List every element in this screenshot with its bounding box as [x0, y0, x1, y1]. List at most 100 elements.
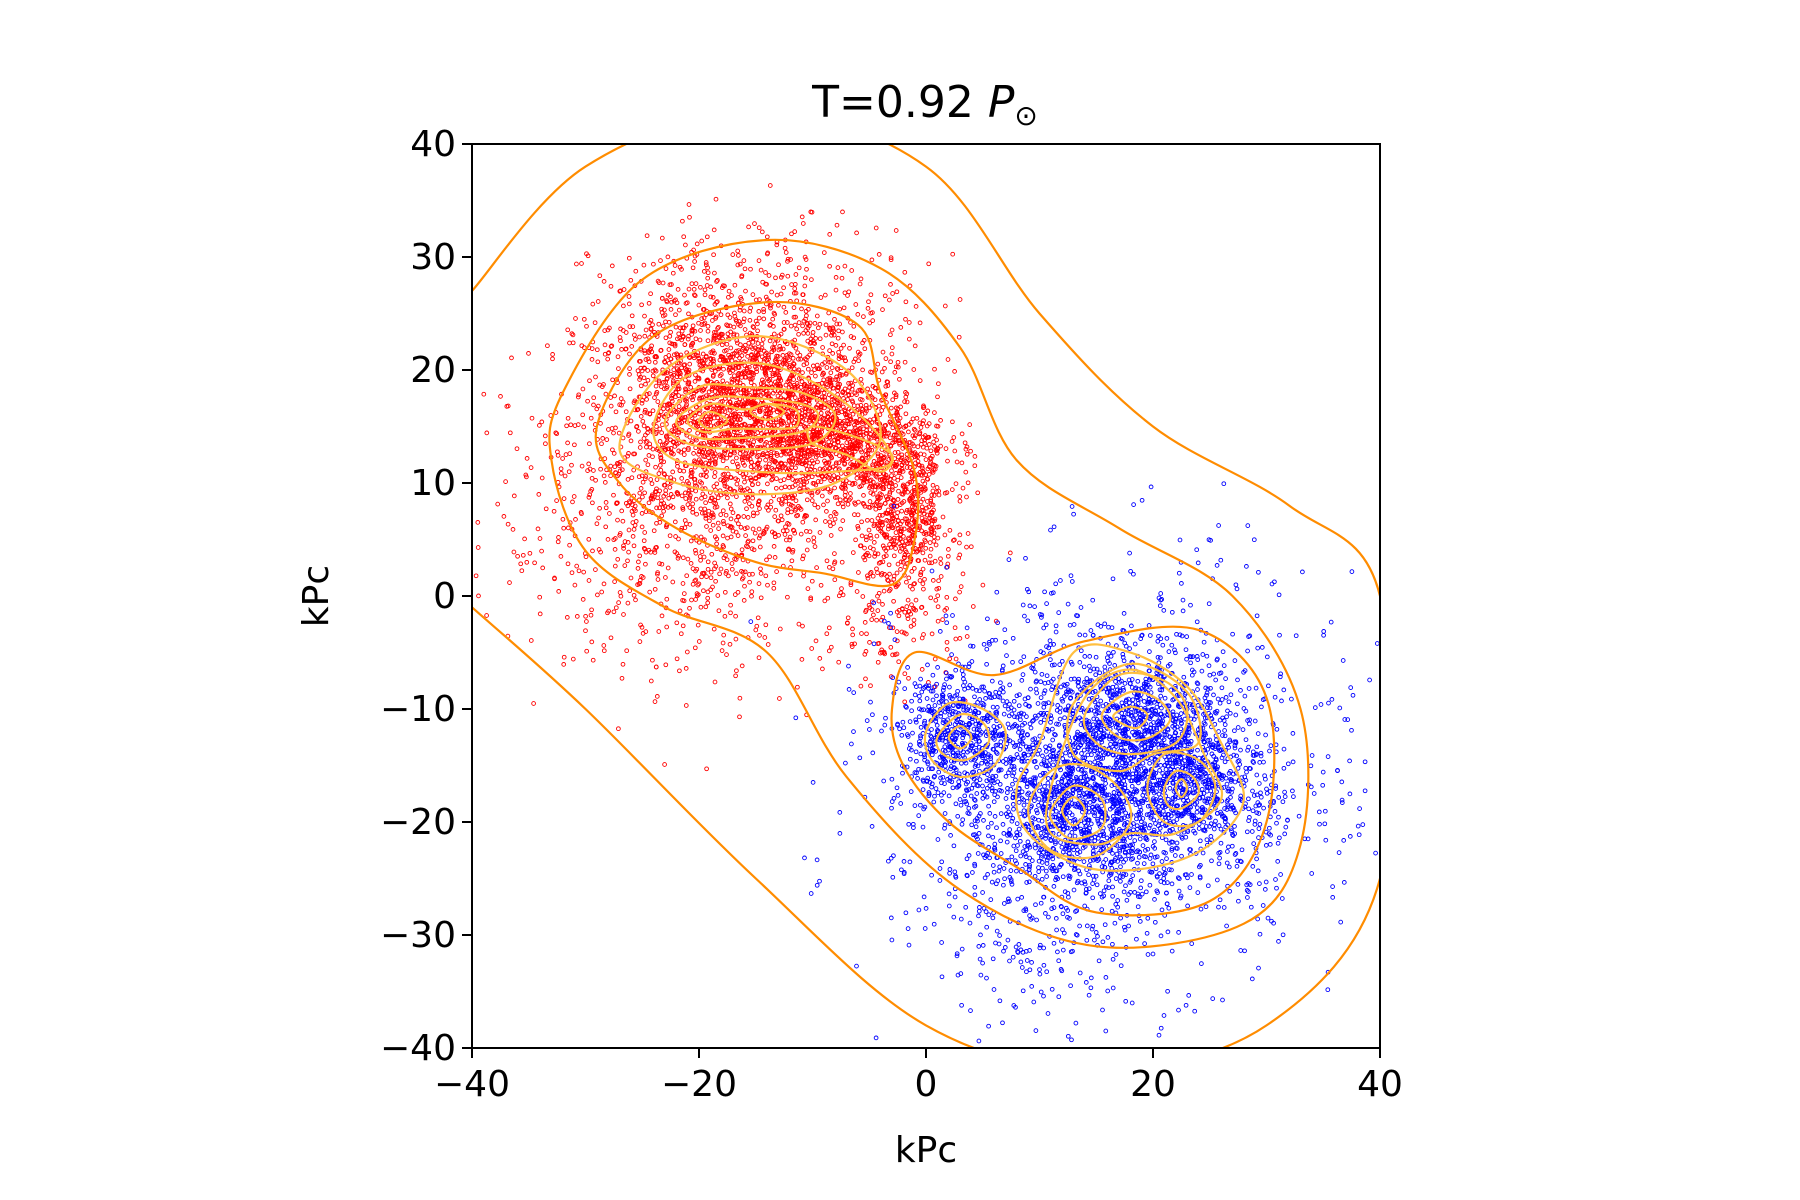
scatter-point [854, 475, 860, 481]
scatter-point [808, 340, 814, 345]
scatter-point [912, 343, 918, 349]
scatter-point [693, 423, 699, 428]
scatter-point [799, 395, 805, 400]
scatter-point [851, 323, 857, 329]
scatter-point [773, 485, 779, 491]
scatter-point [687, 428, 692, 433]
scatter-point [632, 503, 638, 509]
scatter-point [642, 409, 648, 415]
scatter-point [626, 527, 632, 533]
scatter-point [728, 506, 734, 512]
scatter-point [644, 444, 649, 450]
scatter-point [603, 505, 609, 511]
scatter-point [832, 316, 837, 322]
scatter-point [627, 386, 633, 392]
scatter-point [733, 411, 738, 417]
scatter-point [658, 467, 664, 473]
scatter-point [804, 479, 810, 485]
scatter-point [736, 400, 741, 405]
scatter-point [895, 359, 901, 365]
scatter-point [571, 494, 577, 499]
scatter-point [765, 376, 770, 382]
scatter-point [902, 399, 907, 404]
scatter-point [836, 356, 842, 361]
scatter-point [661, 459, 667, 465]
scatter-point [640, 479, 646, 485]
scatter-point [741, 421, 747, 427]
scatter-point [589, 346, 595, 351]
scatter-point [646, 359, 652, 365]
scatter-point [771, 544, 777, 549]
scatter-point [690, 501, 696, 507]
scatter-point [662, 307, 667, 313]
scatter-point [669, 341, 675, 347]
scatter-point [807, 389, 813, 395]
scatter-point [625, 477, 631, 482]
scatter-point [764, 557, 769, 563]
scatter-point [657, 505, 662, 511]
scatter-point [657, 463, 663, 468]
scatter-point [807, 386, 813, 392]
scatter-point [668, 307, 674, 312]
scatter-point [686, 380, 692, 386]
scatter-point [708, 361, 714, 367]
scatter-point [704, 524, 709, 529]
scatter-point [713, 456, 719, 462]
scatter-point [742, 463, 747, 468]
scatter-point [765, 354, 771, 360]
scatter-point [754, 420, 759, 425]
scatter-point [591, 395, 597, 401]
scatter-point [732, 314, 738, 319]
scatter-point [897, 376, 902, 382]
scatter-point [675, 383, 681, 389]
scatter-point [732, 373, 737, 379]
scatter-point [608, 403, 614, 409]
scatter-point [642, 366, 648, 371]
scatter-point [661, 380, 666, 385]
scatter-point [637, 553, 643, 559]
scatter-point [645, 356, 651, 362]
scatter-point [669, 428, 675, 433]
scatter-point [625, 453, 630, 459]
scatter-point [570, 340, 576, 346]
scatter-point [654, 505, 659, 511]
scatter-point [707, 498, 713, 504]
scatter-point [653, 464, 658, 470]
scatter-point [766, 273, 772, 278]
scatter-point [656, 380, 662, 386]
scatter-point [696, 376, 702, 382]
scatter-point [536, 492, 542, 497]
scatter-point [687, 214, 692, 220]
scatter-point [821, 377, 827, 383]
scatter-point [739, 422, 745, 428]
scatter-point [648, 477, 654, 482]
scatter-point [745, 354, 750, 359]
scatter-point [829, 341, 835, 347]
scatter-point [704, 419, 710, 425]
scatter-point [795, 350, 800, 356]
scatter-point [809, 370, 814, 375]
scatter-point [656, 321, 662, 327]
scatter-point [524, 456, 530, 461]
scatter-point [619, 347, 624, 352]
scatter-point [834, 366, 840, 371]
scatter-point [601, 473, 607, 479]
scatter-point [781, 304, 787, 310]
scatter-point [670, 494, 676, 500]
scatter-point [697, 337, 703, 343]
scatter-point [580, 412, 586, 418]
scatter-point [728, 451, 733, 457]
scatter-point [641, 423, 647, 429]
scatter-point [825, 419, 831, 424]
scatter-point [735, 413, 741, 419]
scatter-point [787, 485, 792, 490]
scatter-point [632, 337, 638, 342]
scatter-point [720, 378, 726, 384]
scatter-point [710, 318, 715, 323]
scatter-point [774, 409, 780, 415]
scatter-point [629, 313, 635, 319]
scatter-point [742, 526, 748, 531]
scatter-point [668, 371, 674, 377]
scatter-point [830, 351, 836, 356]
scatter-point [740, 347, 745, 352]
